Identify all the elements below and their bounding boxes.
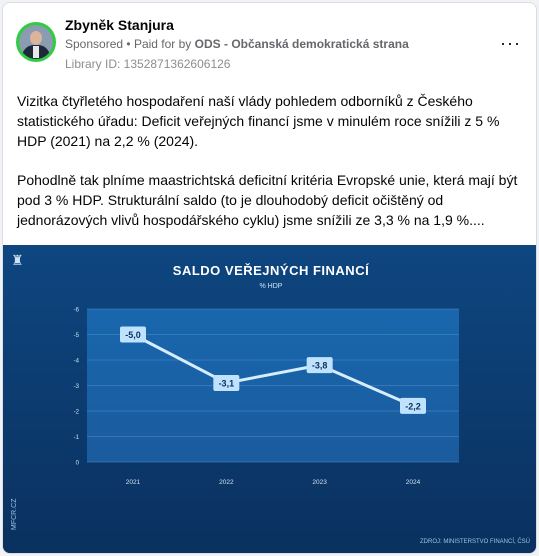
author-name[interactable]: Zbyněk Stanjura [65, 17, 174, 33]
data-label-box [306, 357, 333, 374]
logo-icon: ♜ [11, 253, 24, 269]
data-label: -3,8 [312, 361, 328, 371]
y-tick-label: -1 [74, 435, 80, 441]
library-id: Library ID: 1352871362606126 [65, 57, 231, 71]
y-tick-label: -3 [74, 384, 80, 390]
paid-for-org[interactable]: ODS - Občanská demokratická strana [194, 37, 409, 51]
data-point: -3,1 [213, 374, 240, 391]
chart-title: SALDO VEŘEJNÝCH FINANCÍ [173, 263, 369, 278]
data-label: -5,0 [125, 330, 141, 340]
y-tick-label: -2 [74, 410, 80, 416]
post-media-image[interactable]: ♜ MFCR.CZ SALDO VEŘEJNÝCH FINANCÍ % HDP … [3, 245, 536, 553]
y-tick-label: -4 [74, 359, 80, 365]
x-tick-label: 2022 [219, 479, 234, 486]
data-label-box [213, 374, 240, 391]
post-paragraph-1: Vizitka čtyřletého hospodaření naší vlád… [17, 93, 500, 149]
post-paragraph-2: Pohodlně tak plníme maastrichtská defici… [17, 172, 518, 228]
data-label-box [120, 326, 146, 343]
data-point: -2,2 [400, 397, 426, 414]
data-label: -2,2 [405, 401, 421, 411]
y-tick-label: 0 [76, 461, 80, 467]
source-note: ZDROJ: MINISTERSTVO FINANCÍ, ČSÚ [420, 538, 530, 545]
chart-subtitle: % HDP [260, 283, 283, 290]
data-label-box [400, 397, 426, 414]
post-text: Vizitka čtyřletého hospodaření naší vlád… [17, 91, 522, 249]
x-tick-label: 2021 [126, 479, 141, 486]
x-tick-label: 2024 [406, 479, 421, 486]
side-label: MFCR.CZ [11, 498, 18, 530]
separator-dot: • [126, 37, 131, 51]
more-options-icon[interactable]: ··· [500, 33, 521, 53]
paid-for-prefix: Paid for by [133, 37, 192, 51]
x-tick-label: 2023 [312, 479, 327, 486]
y-tick-label: -5 [74, 333, 80, 339]
y-tick-label: -6 [74, 308, 80, 314]
author-avatar[interactable] [16, 22, 56, 62]
deficit-chart: ♜ MFCR.CZ SALDO VEŘEJNÝCH FINANCÍ % HDP … [3, 245, 536, 553]
data-point: -5,0 [120, 326, 146, 343]
post-meta: Sponsored • Paid for by ODS - Občanská d… [65, 37, 409, 51]
series-line [131, 333, 415, 408]
sponsored-label[interactable]: Sponsored [65, 37, 124, 51]
data-point: -3,8 [306, 357, 333, 374]
data-label: -3,1 [219, 378, 235, 388]
